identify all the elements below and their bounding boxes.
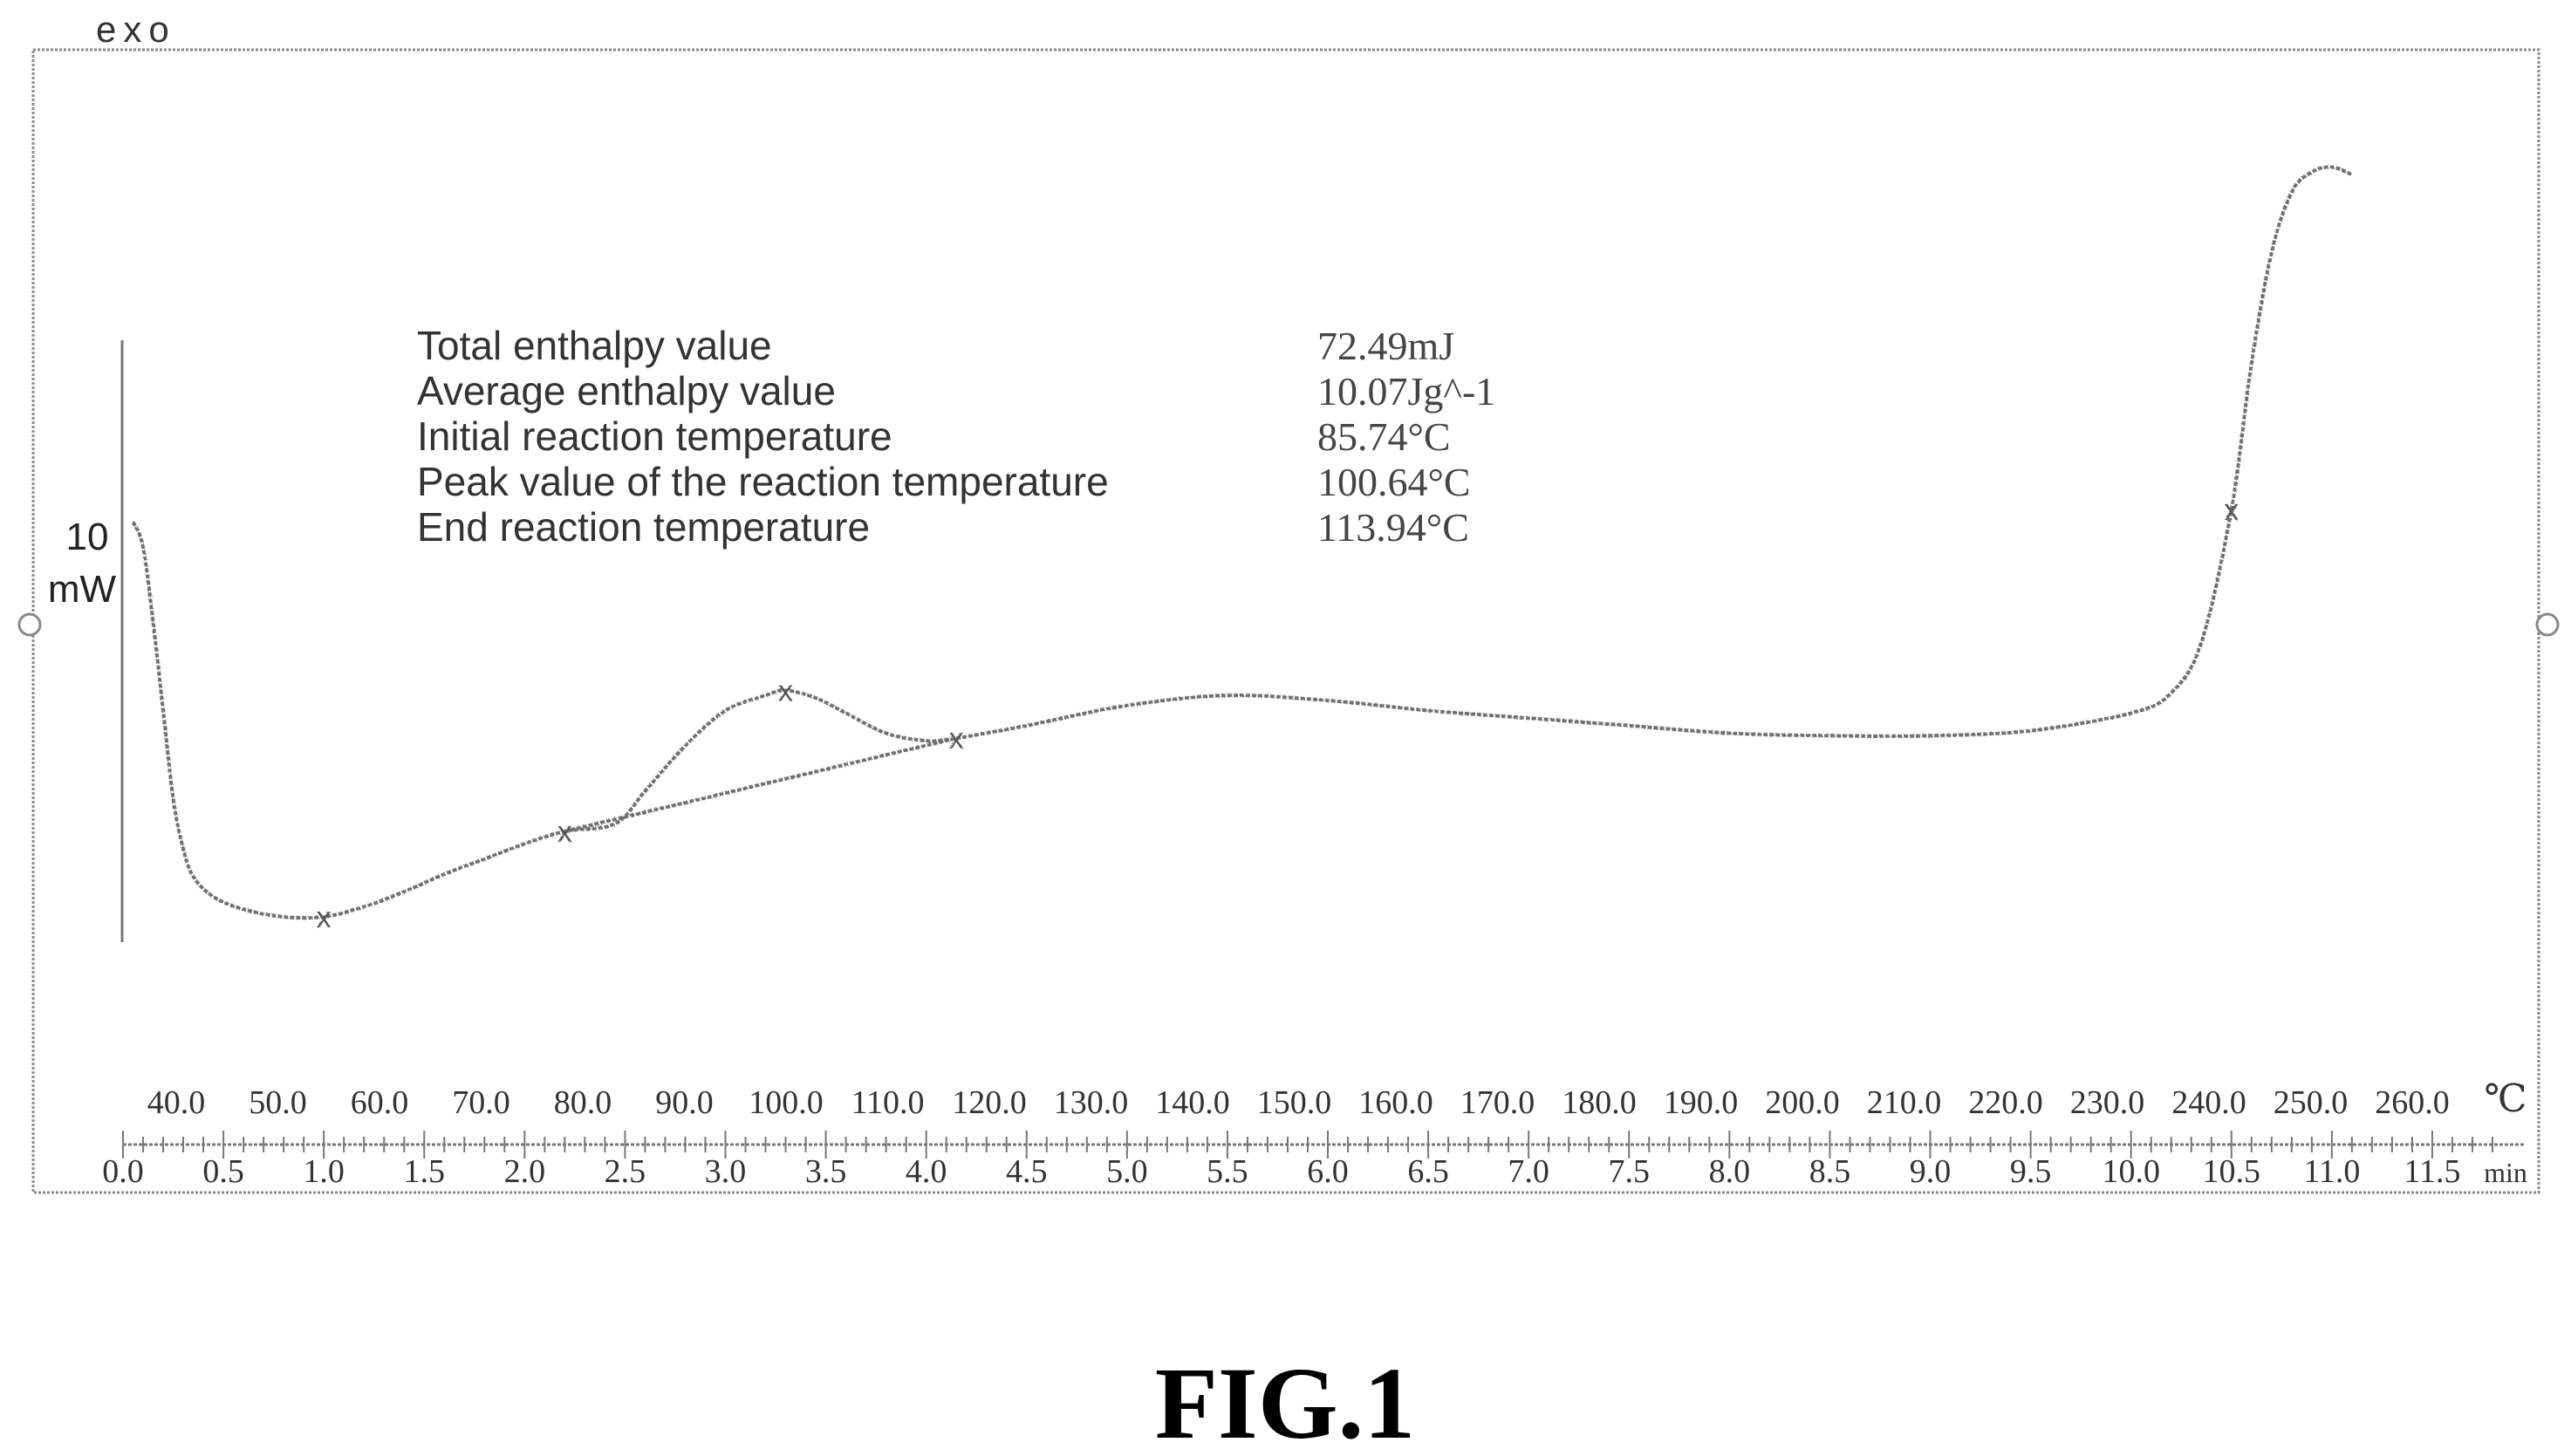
temp-tick-label: 210.0 — [1867, 1084, 1942, 1121]
time-tick-label: 4.0 — [906, 1153, 947, 1190]
curve-marker: x — [317, 901, 332, 934]
time-tick-label: 11.0 — [2303, 1153, 2360, 1190]
time-tick-label: 11.5 — [2403, 1153, 2460, 1190]
temp-tick-label: 120.0 — [952, 1084, 1027, 1121]
temp-tick-label: 200.0 — [1765, 1084, 1840, 1121]
temp-tick-label: 140.0 — [1155, 1084, 1230, 1121]
temp-tick-label: 110.0 — [851, 1084, 924, 1121]
result-value: 113.94°C — [1317, 505, 1469, 550]
time-tick-label: 10.5 — [2203, 1153, 2261, 1190]
result-value: 10.07Jg^-1 — [1317, 369, 1495, 414]
time-tick-label: 4.5 — [1006, 1153, 1048, 1190]
temp-tick-label: 100.0 — [749, 1084, 824, 1121]
time-tick-label: 0.5 — [202, 1153, 244, 1190]
result-value: 85.74°C — [1317, 414, 1451, 459]
scale-unit: mW — [48, 568, 117, 611]
temp-tick-label: 40.0 — [147, 1084, 206, 1121]
results-table: Total enthalpy value 72.49mJ Average entha… — [417, 323, 1495, 550]
curve-marker: x — [778, 674, 793, 707]
time-tick-label: 5.5 — [1207, 1153, 1248, 1190]
temp-tick-label: 80.0 — [554, 1084, 612, 1121]
temp-tick-label: 220.0 — [1968, 1084, 2043, 1121]
temp-tick-label: 150.0 — [1257, 1084, 1332, 1121]
curve-marker: x — [2224, 494, 2239, 527]
temp-tick-label: 60.0 — [351, 1084, 409, 1121]
time-tick-label: 5.0 — [1106, 1153, 1148, 1190]
time-tick-label: 3.0 — [705, 1153, 747, 1190]
temp-tick-label: 170.0 — [1460, 1084, 1535, 1121]
time-tick-label: 6.5 — [1407, 1153, 1449, 1190]
time-tick-label: 2.5 — [605, 1153, 646, 1190]
result-value: 100.64°C — [1317, 460, 1471, 504]
temp-tick-label: 260.0 — [2375, 1084, 2450, 1121]
time-tick-label: 9.0 — [1910, 1153, 1952, 1190]
time-tick-label: 6.0 — [1307, 1153, 1349, 1190]
result-label: Peak value of the reaction temperature — [417, 459, 1109, 504]
dsc-curve — [131, 165, 2353, 920]
result-value: 72.49mJ — [1317, 324, 1454, 368]
temp-tick-label: 230.0 — [2070, 1084, 2145, 1121]
left-edge-marker — [17, 612, 42, 637]
temp-tick-label: 240.0 — [2171, 1084, 2246, 1121]
exo-label: exo — [96, 9, 176, 50]
temp-tick-label: 130.0 — [1054, 1084, 1129, 1121]
time-tick-label: 1.0 — [303, 1153, 345, 1190]
result-label: Initial reaction temperature — [417, 414, 892, 459]
time-tick-label: 8.5 — [1809, 1153, 1851, 1190]
temp-tick-label: 160.0 — [1358, 1084, 1433, 1121]
figure-caption: FIG.1 — [1155, 1346, 1415, 1456]
temp-tick-label: 70.0 — [452, 1084, 510, 1121]
curve-layer: x x x x x — [131, 165, 2353, 934]
temp-tick-label: 190.0 — [1664, 1084, 1739, 1121]
temp-tick-label: 180.0 — [1562, 1084, 1637, 1121]
temp-tick-label: 90.0 — [655, 1084, 714, 1121]
temp-tick-label: 50.0 — [249, 1084, 307, 1121]
scale-value: 10 — [66, 516, 109, 558]
dual-axis: 0.0 0.5 1.0 1.5 2.0 2.5 3.0 3.5 4.0 4.5 5.0 5.5 6.0 6… — [102, 1077, 2527, 1190]
curve-marker: x — [557, 816, 572, 849]
result-label: Average enthalpy value — [417, 368, 836, 414]
time-unit-label: min — [2484, 1157, 2527, 1188]
plot-frame — [31, 48, 2540, 1194]
temp-unit-label: ℃ — [2484, 1077, 2527, 1120]
time-tick-label: 0.0 — [102, 1153, 144, 1190]
curve-marker: x — [949, 722, 964, 755]
right-edge-marker — [2535, 612, 2560, 637]
time-tick-label: 7.0 — [1508, 1153, 1549, 1190]
time-tick-label: 7.5 — [1609, 1153, 1651, 1190]
time-tick-label: 8.0 — [1709, 1153, 1751, 1190]
time-tick-label: 2.0 — [504, 1153, 546, 1190]
time-tick-label: 3.5 — [805, 1153, 847, 1190]
time-tick-label: 1.5 — [404, 1153, 446, 1190]
temp-tick-label: 250.0 — [2274, 1084, 2349, 1121]
time-tick-label: 10.0 — [2102, 1153, 2160, 1190]
time-tick-label: 9.5 — [2010, 1153, 2052, 1190]
result-label: Total enthalpy value — [417, 323, 772, 368]
result-label: End reaction temperature — [417, 504, 870, 550]
